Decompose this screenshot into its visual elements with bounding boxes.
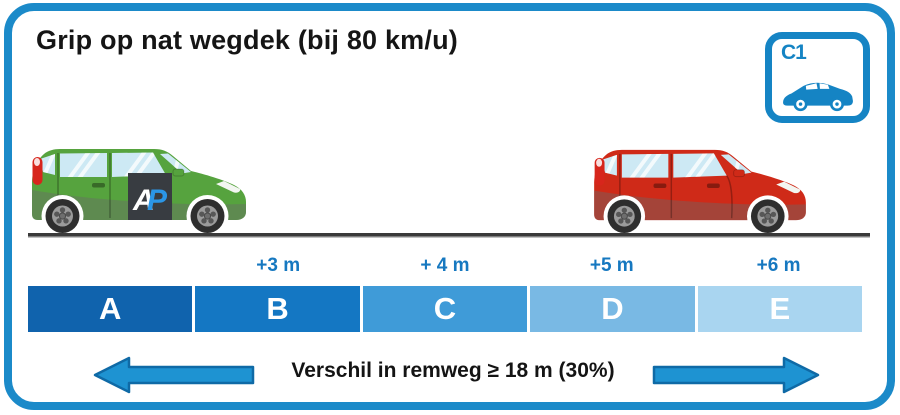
band-d: D	[530, 286, 695, 332]
braking-distance-caption: Verschil in remweg ≥ 18 m (30%)	[291, 359, 615, 382]
road-line	[28, 233, 870, 239]
red-car-illustration	[588, 141, 814, 234]
distance-labels-row: +3 m + 4 m +5 m +6 m	[28, 252, 862, 280]
tyre-class-label: C1	[781, 41, 807, 64]
grip-class-scale: A B C D E	[28, 286, 862, 332]
page-title: Grip op nat wegdek (bij 80 km/u)	[36, 25, 458, 55]
car-side-icon	[783, 82, 853, 112]
band-b: B	[195, 286, 360, 332]
band-e: E	[697, 286, 862, 332]
distance-label-b: +3 m	[256, 255, 301, 276]
ap-logo: A P	[128, 173, 172, 220]
arrow-left-icon	[93, 356, 255, 394]
distance-label-d: +5 m	[589, 255, 634, 276]
distance-label-c: + 4 m	[420, 255, 470, 276]
green-car-illustration: A P	[28, 140, 252, 234]
svg-text:P: P	[147, 184, 168, 217]
tyre-class-badge: C1	[765, 32, 870, 123]
arrow-right-icon	[652, 356, 820, 394]
band-c: C	[362, 286, 528, 332]
distance-label-e: +6 m	[756, 255, 801, 276]
band-a: A	[28, 286, 193, 332]
svg-text:A: A	[132, 184, 155, 217]
distance-label-a	[28, 252, 195, 280]
